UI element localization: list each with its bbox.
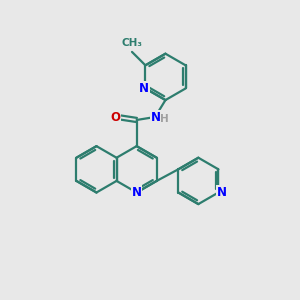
Text: N: N — [217, 186, 227, 199]
Text: N: N — [151, 110, 160, 124]
Text: N: N — [132, 186, 142, 199]
Text: O: O — [110, 110, 120, 124]
Text: H: H — [160, 114, 169, 124]
Text: N: N — [139, 82, 149, 95]
Text: CH₃: CH₃ — [122, 38, 142, 48]
